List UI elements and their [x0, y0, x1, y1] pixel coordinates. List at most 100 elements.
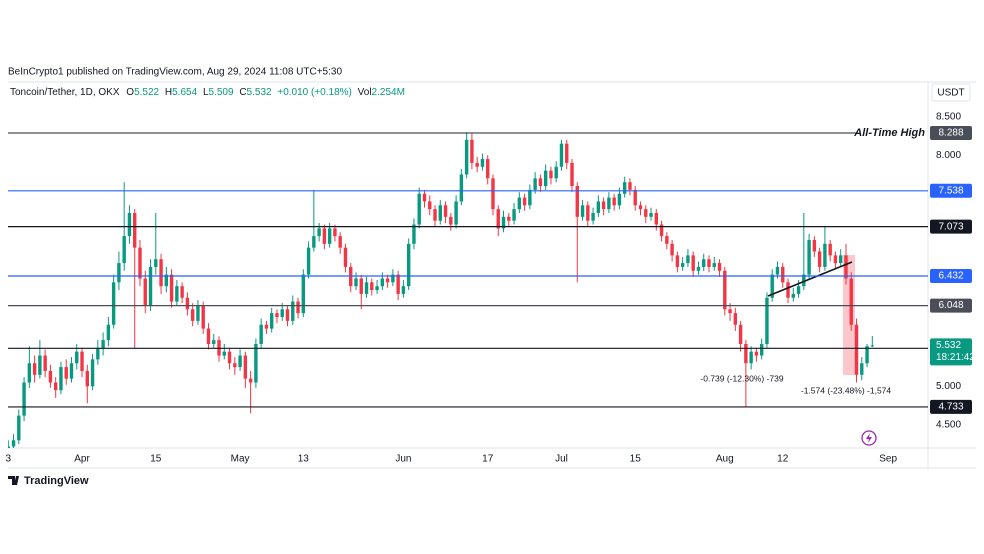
- candle-body: [491, 178, 495, 210]
- candle-body: [227, 351, 232, 364]
- candle-body: [248, 378, 253, 383]
- candle-body: [823, 243, 827, 267]
- candle-body: [343, 247, 348, 267]
- level-label: 6.048: [938, 300, 963, 311]
- candle-body: [280, 309, 284, 318]
- candle-body: [707, 259, 711, 267]
- candle-body: [238, 355, 242, 368]
- level-box: [930, 126, 972, 141]
- candle-body: [649, 212, 653, 217]
- candle-body: [127, 212, 132, 237]
- level-box: [930, 399, 972, 414]
- candle-body: [554, 166, 558, 179]
- candle-body: [680, 263, 685, 267]
- level-name: All-Time High: [853, 127, 925, 139]
- candle-body: [85, 370, 89, 387]
- candle-body: [486, 159, 490, 179]
- candle-body: [670, 243, 674, 256]
- candle-body: [201, 305, 205, 329]
- candle-body: [243, 355, 248, 379]
- candle-body: [617, 193, 622, 206]
- level-label: 7.073: [938, 221, 963, 232]
- candle-body: [53, 382, 58, 391]
- x-tick-label: Sep: [879, 454, 897, 465]
- candle-body: [133, 212, 137, 248]
- candle-body: [691, 255, 695, 271]
- candle-body: [607, 197, 611, 210]
- candle-body: [744, 343, 748, 364]
- candle-body: [222, 351, 226, 356]
- candle-body: [406, 243, 411, 287]
- candle-body: [69, 363, 74, 379]
- candle-body: [759, 343, 764, 356]
- candle-body: [338, 236, 342, 248]
- symbol-legend: Toncoin/Tether, 1D, OKX O5.522 H5.654 L5…: [10, 87, 405, 98]
- candle-body: [501, 216, 506, 229]
- plot: [8, 132, 875, 448]
- candle-body: [638, 205, 643, 210]
- candle-body: [175, 286, 179, 302]
- candle-body: [380, 278, 385, 287]
- candle-body: [90, 359, 95, 387]
- candle-body: [401, 286, 406, 294]
- level-label: 8.288: [938, 128, 963, 139]
- candle-body: [459, 174, 464, 202]
- x-tick-label: 12: [777, 454, 789, 465]
- candle-body: [370, 282, 374, 291]
- candle-body: [654, 212, 659, 225]
- y-tick-label: 4.500: [936, 420, 961, 431]
- candle-body: [854, 324, 859, 375]
- candle-body: [659, 224, 664, 237]
- candle-body: [702, 259, 706, 267]
- candle-body: [749, 351, 753, 364]
- candle-body: [301, 274, 306, 314]
- candle-body: [633, 189, 637, 206]
- candle-body: [433, 209, 437, 221]
- candle-body: [480, 159, 485, 167]
- alert-icon[interactable]: [861, 430, 877, 446]
- candle-body: [507, 216, 511, 221]
- candle-body: [586, 205, 590, 221]
- candle-body: [733, 313, 738, 325]
- candle-body: [196, 305, 200, 321]
- candle-body: [428, 201, 432, 210]
- candle-body: [59, 367, 63, 391]
- level-box: [930, 183, 972, 198]
- currency-box[interactable]: [931, 83, 971, 102]
- legend-value: 5.654: [172, 87, 197, 98]
- candle-body: [601, 201, 606, 210]
- candle-body: [32, 363, 37, 375]
- currency[interactable]: USDT: [937, 88, 964, 99]
- candle-body: [275, 313, 279, 318]
- candle-body: [475, 162, 479, 167]
- candle-body: [559, 143, 564, 167]
- candle-body: [565, 143, 569, 163]
- level-box: [930, 219, 972, 234]
- candle-body: [686, 255, 690, 264]
- x-tick-label: Aug: [716, 454, 734, 465]
- candle-body: [723, 270, 727, 310]
- candle-body: [233, 363, 237, 368]
- candle-body: [180, 286, 184, 298]
- candle-body: [533, 178, 537, 190]
- chart-title: BeInCrypto1 published on TradingView.com…: [8, 67, 342, 78]
- candle-body: [860, 363, 864, 375]
- candle-body: [517, 197, 522, 210]
- candle-body: [169, 274, 174, 302]
- last-price-box: [930, 338, 972, 366]
- candle-body: [839, 255, 843, 264]
- candle-body: [259, 324, 263, 344]
- candle-body: [11, 440, 16, 447]
- candle-body: [470, 139, 474, 163]
- candle-body: [291, 301, 295, 321]
- candle-body: [317, 228, 321, 237]
- candle-body: [449, 216, 453, 225]
- candle-body: [101, 340, 105, 348]
- candle-body: [333, 228, 337, 237]
- candle-body: [8, 446, 10, 448]
- candle-body: [628, 182, 632, 190]
- legend-label: O: [126, 87, 134, 98]
- x-tick-label: Apr: [74, 454, 90, 465]
- legend-value: 5.522: [134, 87, 159, 98]
